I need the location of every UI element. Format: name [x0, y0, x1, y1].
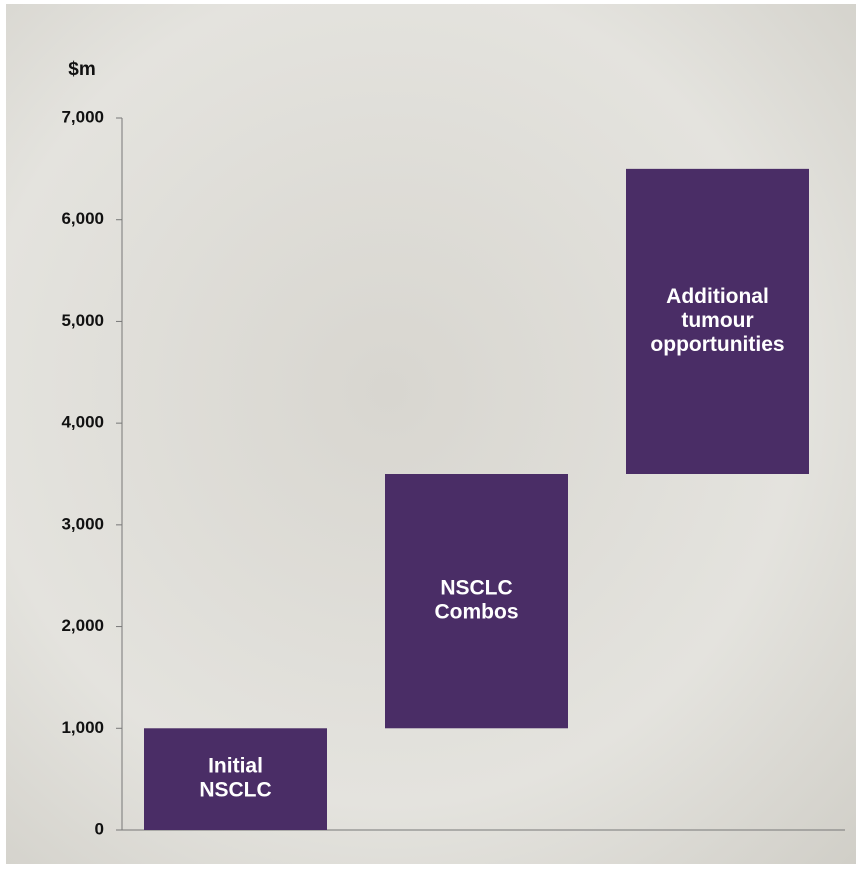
bar-label: Combos — [435, 601, 519, 624]
bar-label: opportunities — [650, 333, 784, 356]
y-tick-label: 2,000 — [61, 616, 104, 635]
y-tick-label: 5,000 — [61, 311, 104, 330]
y-axis-label: $m — [68, 59, 95, 80]
bar-label: NSCLC — [199, 779, 271, 802]
y-tick-label: 1,000 — [61, 718, 104, 737]
y-tick-label: 6,000 — [61, 209, 104, 228]
bar-label: tumour — [681, 309, 753, 332]
bar-label: Additional — [666, 285, 769, 308]
chart: $m 0 1,000 2,000 3,000 4,000 5,000 6,000 7,000 I… — [0, 0, 863, 871]
y-tick-label: 4,000 — [61, 413, 104, 432]
y-tick-label: 3,000 — [61, 514, 104, 533]
bar-label: NSCLC — [440, 577, 512, 600]
y-tick-label: 0 — [95, 819, 104, 838]
bar-label: Initial — [208, 755, 263, 778]
y-tick-label: 7,000 — [61, 107, 104, 126]
